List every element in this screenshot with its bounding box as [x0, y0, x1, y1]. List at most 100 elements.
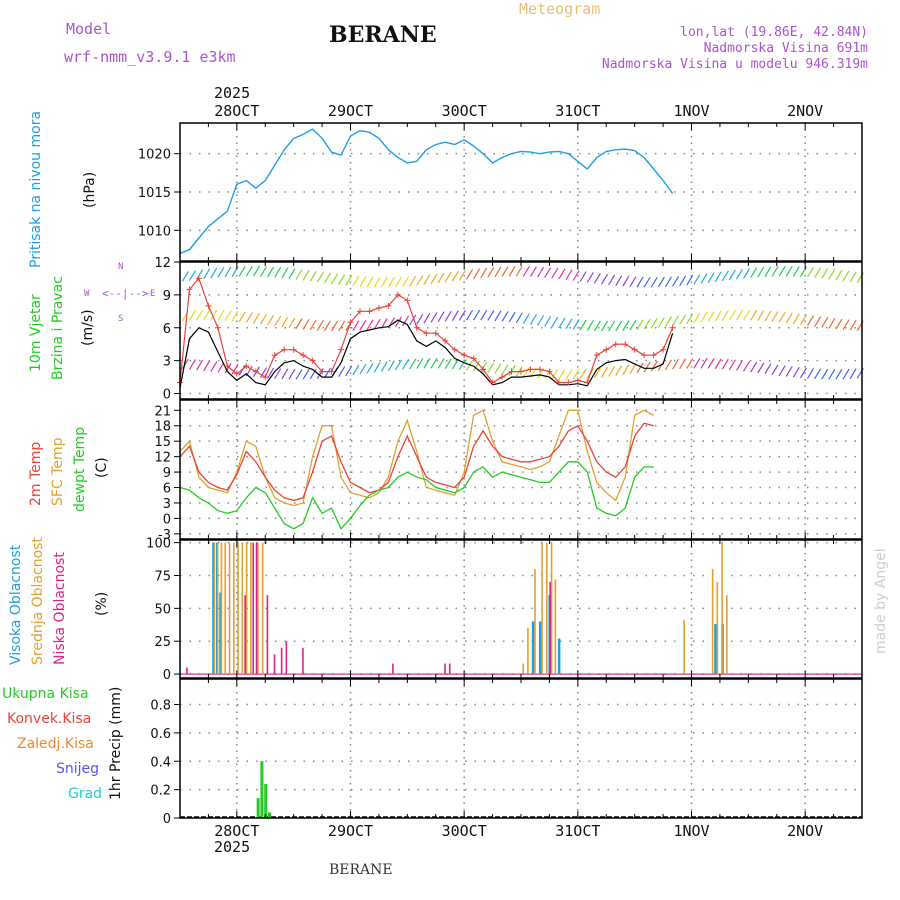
wind-gust-mark [470, 355, 477, 362]
wind-barb [743, 268, 751, 279]
wind-barb [274, 368, 282, 379]
precip-title: Ukupna Kisa [2, 686, 89, 702]
wind-barb [522, 266, 530, 277]
wind-barb [828, 368, 836, 380]
wind-barb [551, 267, 559, 279]
cloud-bar-niska [280, 647, 283, 675]
wind-gust-mark [622, 341, 629, 348]
wind-barb [728, 359, 736, 371]
wind-gust-mark [290, 346, 297, 353]
sfc-temp-line [179, 409, 654, 507]
wind-barb [721, 358, 729, 370]
wind-barb [778, 311, 786, 323]
cloud-bar-srednja [250, 542, 252, 675]
wind-gust-mark [319, 368, 326, 375]
cloud-bar-srednja [224, 542, 227, 675]
wind-barb [288, 317, 296, 329]
wind-barb [210, 361, 218, 372]
cloud-bar-srednja [716, 582, 719, 675]
wind-dir-legend: N E W S <--|--> [84, 262, 164, 328]
wind-barb [629, 363, 637, 375]
wind-gust-mark [262, 374, 269, 381]
wind-barb [771, 311, 779, 322]
cloud-bar-srednja [550, 542, 553, 675]
year-bottom: 2025 [214, 838, 251, 856]
y-tick-label: 9 [163, 466, 171, 481]
wind-barb [771, 266, 779, 277]
wind-barb [188, 359, 196, 370]
wind-barb [338, 274, 346, 286]
wind-barb [693, 312, 701, 324]
wind-barb [295, 318, 303, 329]
wind-barb [430, 312, 438, 323]
wind-barb [231, 363, 239, 375]
wind-barb [544, 267, 552, 278]
wind-barb [380, 361, 388, 372]
wind-gust-mark [423, 330, 430, 337]
wind-barb [252, 266, 260, 277]
wind-barb [700, 273, 708, 284]
wind-barb [402, 359, 410, 370]
cloud-bar-srednja [554, 579, 557, 675]
wind-dir-n: N [118, 262, 124, 272]
wind-barb [331, 273, 339, 285]
wind-barb [451, 310, 459, 321]
cloud-bar-srednja [683, 620, 685, 675]
wind-gust-mark [195, 275, 202, 282]
wind-dir-e: E [150, 289, 156, 299]
wind-barb [409, 275, 417, 287]
wind-barb [259, 266, 268, 277]
wind-barb [672, 276, 680, 287]
wind-barb [217, 267, 225, 278]
wind-gust-mark [499, 374, 506, 381]
cloud-bar-niska [252, 542, 255, 675]
cloud-bar-srednja [522, 663, 524, 675]
wind-gust-mark [338, 346, 345, 353]
y-tick-label: 0 [163, 812, 171, 827]
wind-barb [466, 269, 474, 280]
y-tick-label: 100 [146, 537, 171, 552]
day-label-top: 29OCT [328, 102, 373, 120]
cloud-bar-niska [244, 595, 246, 675]
wind-barb [807, 266, 815, 278]
y-tick-label: 50 [154, 602, 171, 617]
wind-barb [252, 313, 260, 324]
wind-barb [693, 358, 701, 369]
wind-barb [657, 276, 665, 288]
wind-barb [316, 320, 324, 331]
wind-barb [203, 309, 211, 321]
wind-barb [451, 270, 459, 282]
y-tick-label: 12 [154, 256, 171, 271]
wind-barb [586, 272, 594, 283]
wind-barb [529, 266, 537, 277]
wind-barb [565, 368, 573, 380]
wind-gust-mark [356, 308, 363, 315]
wind-barb [615, 275, 623, 286]
wind-barb [394, 276, 403, 288]
wind-barb [245, 265, 253, 277]
y-tick-label: 6 [163, 322, 171, 337]
wind-gust-mark [281, 346, 288, 353]
model-height-label: Nadmorska Visina u modelu 946.319m [601, 57, 868, 72]
y-tick-label: 9 [163, 289, 171, 304]
wind-barb [835, 269, 843, 281]
wind-barb [707, 272, 715, 284]
wind-barb [522, 366, 530, 378]
wind-barb [352, 364, 360, 376]
wind-barb [188, 270, 196, 281]
y-tick-label: 1020 [138, 148, 171, 163]
wind-barb [700, 358, 708, 369]
wind-barb [259, 313, 268, 325]
wind-barb [615, 365, 623, 376]
wind-barb [764, 363, 772, 375]
precip-title2: Konvek.Kisa [7, 711, 92, 727]
wind-barb [387, 276, 395, 288]
wind-barb [686, 313, 694, 325]
wind-barb [480, 361, 488, 373]
day-label-top: 1NOV [673, 102, 709, 120]
wind-dir-cross: <--|--> [102, 287, 149, 300]
precip-title5: Grad [68, 786, 103, 802]
wind-barb [345, 275, 353, 286]
height-label: Nadmorska Visina 691m [703, 41, 868, 56]
cloud-bar-srednja [220, 542, 223, 675]
